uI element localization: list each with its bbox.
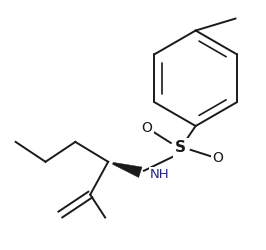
Text: NH: NH	[150, 168, 169, 181]
Polygon shape	[113, 162, 142, 178]
Text: O: O	[142, 121, 152, 135]
Text: O: O	[212, 151, 223, 165]
Text: S: S	[175, 140, 186, 155]
